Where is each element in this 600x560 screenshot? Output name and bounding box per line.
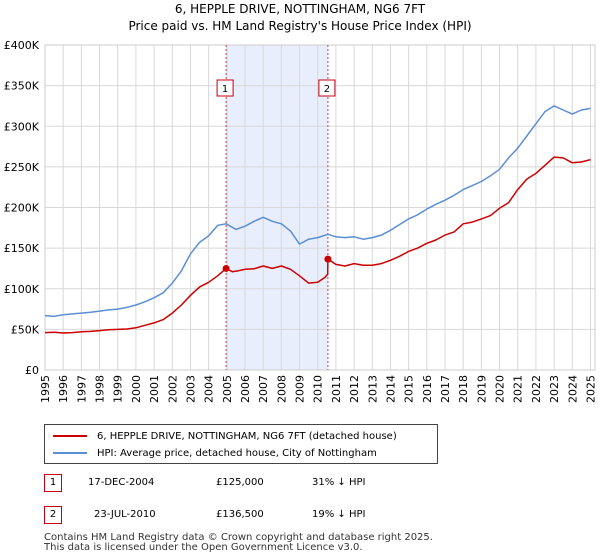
x-tick-label: 2024	[566, 375, 579, 403]
sale-marker-label-2: 2	[324, 84, 330, 95]
x-tick-label: 2005	[221, 375, 234, 403]
chart-title: 6, HEPPLE DRIVE, NOTTINGHAM, NG6 7FT	[174, 2, 426, 16]
property-price-line	[44, 156, 591, 334]
x-tick-label: 2001	[148, 375, 161, 403]
x-tick-label: 1996	[57, 375, 70, 403]
x-tick-label: 2011	[330, 375, 343, 403]
x-tick-label: 2020	[494, 375, 507, 403]
footer: Contains HM Land Registry data © Crown c…	[44, 533, 433, 553]
y-tick-label: £350K	[4, 80, 40, 93]
y-tick-label: £250K	[4, 161, 40, 174]
x-tick-label: 2008	[275, 375, 288, 403]
legend-label-hpi: HPI: Average price, detached house, City…	[97, 447, 377, 459]
x-tick-label: 2025	[584, 375, 597, 403]
x-tick-label: 2000	[130, 375, 143, 403]
y-tick-label: £400K	[4, 39, 40, 52]
x-tick-label: 2023	[548, 375, 561, 403]
y-tick-label: £50K	[11, 323, 40, 336]
x-tick-label: 2018	[457, 375, 470, 403]
x-tick-label: 2019	[475, 375, 488, 403]
x-tick-label: 2017	[439, 375, 452, 403]
y-tick-label: £0	[25, 364, 39, 377]
x-tick-label: 2015	[403, 375, 416, 403]
legend-label-property: 6, HEPPLE DRIVE, NOTTINGHAM, NG6 7FT (de…	[97, 430, 397, 442]
sale-date-2: 23-JUL-2010	[94, 509, 156, 520]
chart-subtitle: Price paid vs. HM Land Registry's House …	[128, 19, 472, 33]
price-chart: £0 £50K £100K £150K £200K £250K £300K £350K £400…	[4, 39, 598, 403]
x-tick-label: 2021	[512, 375, 525, 403]
legend: 6, HEPPLE DRIVE, NOTTINGHAM, NG6 7FT (de…	[44, 424, 438, 464]
sale-date-1: 17-DEC-2004	[88, 477, 155, 488]
hpi-line	[44, 105, 591, 318]
x-tick-label: 2007	[257, 375, 270, 403]
plot-frame	[44, 44, 596, 371]
y-tick-label: £100K	[4, 283, 40, 296]
x-tick-label: 2016	[421, 375, 434, 403]
x-tick-label: 2012	[348, 375, 361, 403]
x-tick-label: 2006	[239, 375, 252, 403]
sale-price-1: £125,000	[216, 477, 264, 488]
legend-item-hpi: HPI: Average price, detached house, City…	[53, 445, 377, 461]
x-tick-label: 1997	[75, 375, 88, 403]
y-tick-label: £150K	[4, 242, 40, 255]
sale-marker-label-1: 1	[222, 84, 228, 95]
x-tick-label: 1998	[94, 375, 107, 403]
sale-price-2: £136,500	[216, 509, 264, 520]
x-tick-label: 2004	[203, 375, 216, 403]
sale-marker-box-2	[318, 79, 336, 97]
x-tick-label: 2014	[384, 375, 397, 403]
x-tick-label: 1995	[39, 375, 52, 403]
x-tick-label: 1999	[112, 375, 125, 403]
y-tick-label: £200K	[4, 202, 40, 215]
x-tick-label: 2013	[366, 375, 379, 403]
x-tick-label: 2009	[294, 375, 307, 403]
x-tick-label: 2022	[530, 375, 543, 403]
sale-hpi-1: 31% ↓ HPI	[312, 477, 366, 488]
sale-point-1	[222, 264, 230, 272]
footer-line-1: Contains HM Land Registry data © Crown c…	[44, 532, 433, 543]
x-tick-label: 2003	[184, 375, 197, 403]
sale-hpi-2: 19% ↓ HPI	[312, 509, 366, 520]
footer-line-2: This data is licensed under the Open Gov…	[44, 542, 363, 553]
legend-swatch-property	[53, 435, 87, 437]
sale-badge-2: 2	[44, 506, 62, 524]
y-tick-label: £300K	[4, 120, 40, 133]
x-tick-label: 2002	[166, 375, 179, 403]
sale-badge-1: 1	[44, 474, 62, 492]
sale-marker-box-1	[216, 79, 234, 97]
legend-swatch-hpi	[53, 452, 87, 454]
sale-point-2	[324, 255, 332, 263]
x-tick-label: 2010	[312, 375, 325, 403]
legend-item-property: 6, HEPPLE DRIVE, NOTTINGHAM, NG6 7FT (de…	[53, 428, 397, 444]
